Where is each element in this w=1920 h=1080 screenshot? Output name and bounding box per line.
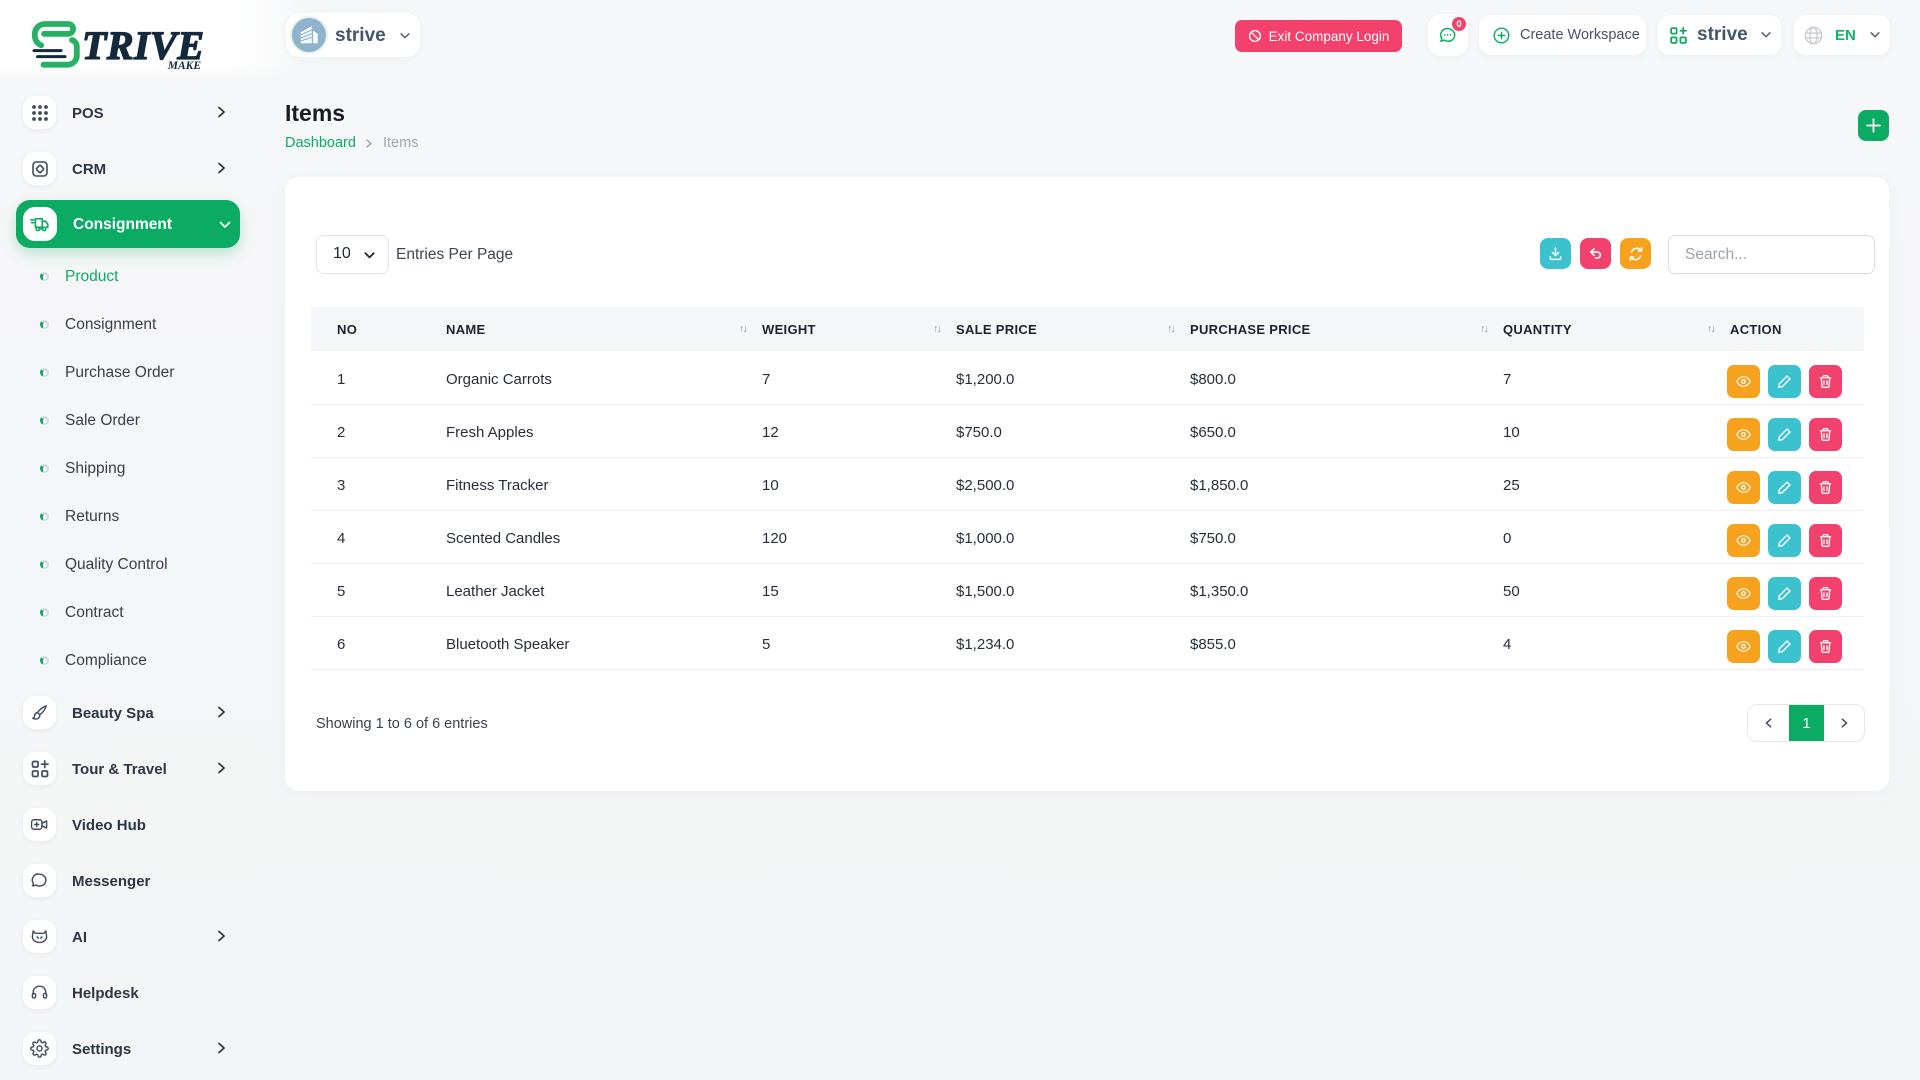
svg-text:MAKE: MAKE [167, 60, 202, 72]
svg-text:TRIVE: TRIVE [82, 23, 204, 68]
